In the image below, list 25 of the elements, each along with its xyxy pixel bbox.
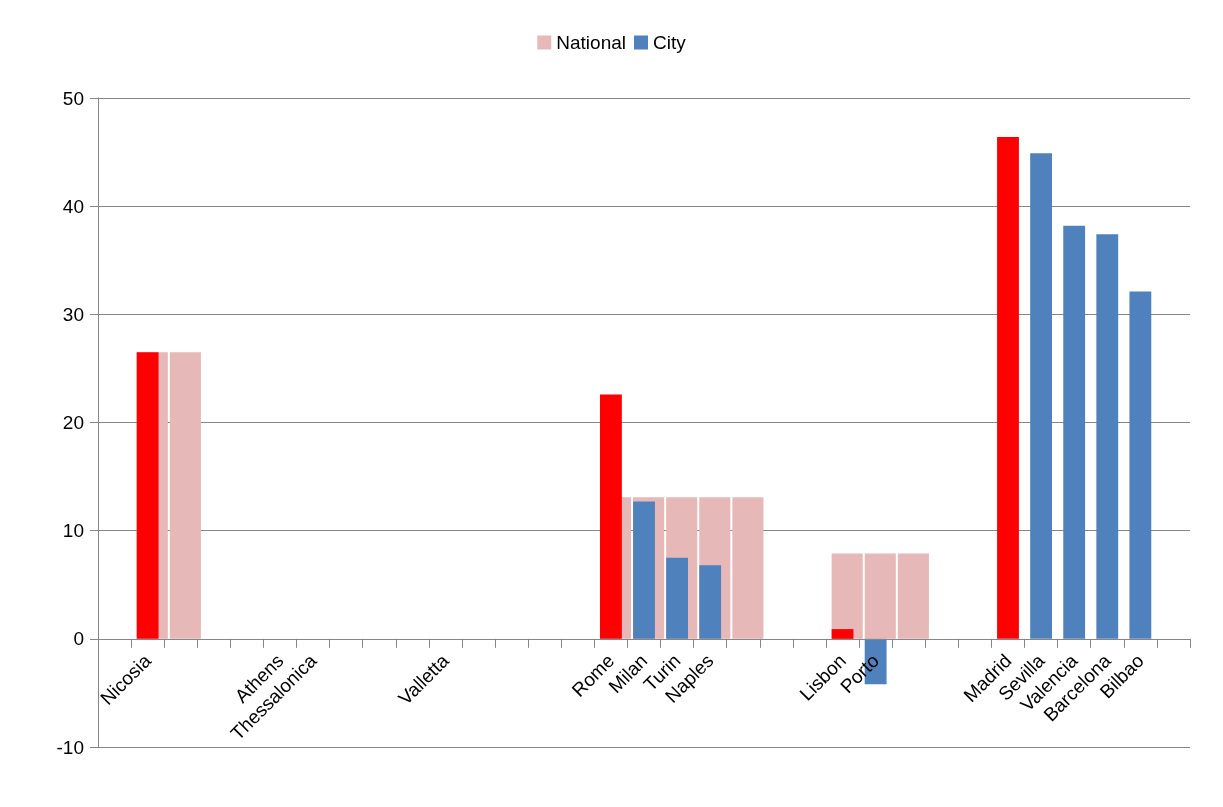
bar — [864, 553, 896, 639]
bar — [699, 565, 722, 639]
bar — [666, 557, 689, 639]
bar — [732, 497, 764, 639]
bar — [831, 553, 863, 639]
bar — [997, 136, 1019, 639]
legend-label: City — [652, 32, 687, 53]
bar — [136, 352, 159, 639]
y-tick-label: 50 — [62, 87, 84, 109]
bar — [831, 629, 854, 639]
y-tick-label: 20 — [62, 412, 84, 433]
bar — [1030, 153, 1053, 639]
y-tick-label: -10 — [56, 736, 84, 758]
bar — [633, 501, 655, 639]
y-tick-label: 10 — [62, 520, 84, 542]
y-tick-label: 30 — [62, 303, 84, 325]
bar — [169, 352, 201, 639]
bar — [1063, 225, 1086, 639]
y-tick-label: 0 — [73, 628, 84, 650]
bar — [1096, 234, 1119, 639]
bar — [1129, 291, 1152, 639]
bar — [897, 553, 929, 639]
y-tick-label: 40 — [62, 195, 84, 217]
bar — [599, 394, 622, 639]
legend-label: National — [556, 32, 626, 53]
